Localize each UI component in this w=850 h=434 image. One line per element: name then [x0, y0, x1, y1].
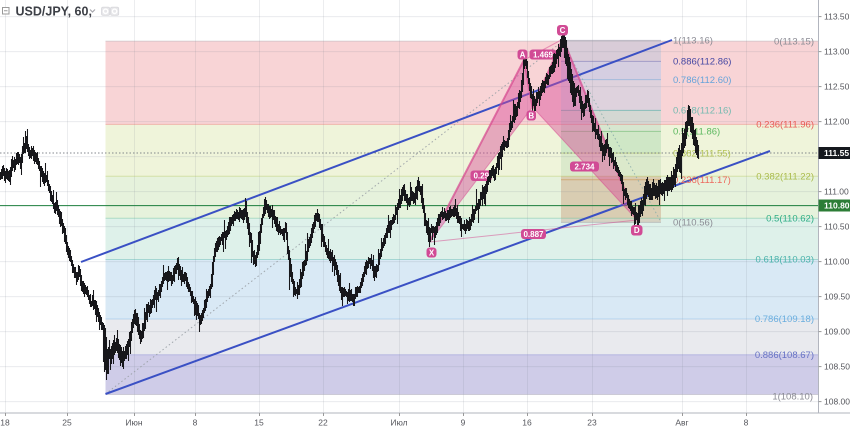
- svg-text:16: 16: [522, 418, 532, 428]
- svg-text:109.50: 109.50: [824, 292, 850, 302]
- svg-text:112.50: 112.50: [824, 82, 850, 92]
- svg-text:0.236(111.96): 0.236(111.96): [756, 120, 814, 131]
- svg-text:110.80: 110.80: [824, 201, 850, 211]
- svg-text:Авг: Авг: [675, 418, 688, 428]
- svg-text:0.5(111.86): 0.5(111.86): [673, 127, 720, 138]
- svg-text:0(113.15): 0(113.15): [774, 36, 814, 47]
- svg-text:0.786(109.18): 0.786(109.18): [755, 314, 814, 325]
- svg-text:18: 18: [0, 418, 10, 428]
- svg-text:110.00: 110.00: [824, 257, 850, 267]
- svg-text:22: 22: [318, 418, 328, 428]
- svg-text:Июл: Июл: [390, 418, 407, 428]
- svg-text:A: A: [520, 50, 526, 59]
- svg-text:9: 9: [461, 418, 466, 428]
- svg-text:0.618(112.16): 0.618(112.16): [673, 106, 731, 117]
- svg-text:D: D: [634, 226, 640, 235]
- svg-text:111.55: 111.55: [824, 148, 849, 158]
- svg-text:1.469: 1.469: [533, 50, 554, 59]
- svg-text:25: 25: [62, 418, 72, 428]
- svg-text:0.5(110.62): 0.5(110.62): [766, 213, 814, 224]
- svg-text:0.886(112.86): 0.886(112.86): [673, 57, 731, 68]
- svg-text:0.618(110.03): 0.618(110.03): [756, 255, 814, 266]
- svg-text:8: 8: [744, 418, 749, 428]
- svg-text:X: X: [429, 248, 435, 257]
- svg-text:0.786(112.60): 0.786(112.60): [673, 75, 731, 86]
- svg-text:112.00: 112.00: [824, 117, 850, 127]
- svg-text:B: B: [528, 111, 534, 120]
- svg-text:0.382(111.22): 0.382(111.22): [756, 171, 814, 182]
- svg-text:USD/JPY, 60,: USD/JPY, 60,: [16, 5, 92, 19]
- svg-text:110.50: 110.50: [824, 222, 850, 232]
- svg-text:109.00: 109.00: [824, 327, 850, 337]
- svg-text:1(108.10): 1(108.10): [772, 392, 813, 403]
- svg-text:0.887: 0.887: [523, 230, 544, 239]
- svg-text:113.00: 113.00: [824, 47, 850, 57]
- svg-text:2.734: 2.734: [574, 162, 595, 171]
- svg-text:108.00: 108.00: [824, 397, 850, 407]
- svg-text:23: 23: [587, 418, 597, 428]
- svg-text:15: 15: [254, 418, 264, 428]
- svg-text:1(113.16): 1(113.16): [673, 36, 713, 47]
- svg-text:0(110.56): 0(110.56): [673, 218, 713, 229]
- svg-text:113.50: 113.50: [824, 12, 850, 22]
- svg-text:8: 8: [193, 418, 198, 428]
- svg-text:Июн: Июн: [125, 418, 142, 428]
- svg-text:111.00: 111.00: [824, 187, 849, 197]
- svg-text:C: C: [560, 26, 566, 35]
- svg-text:108.50: 108.50: [824, 362, 850, 372]
- svg-text:0.886(108.67): 0.886(108.67): [755, 350, 814, 361]
